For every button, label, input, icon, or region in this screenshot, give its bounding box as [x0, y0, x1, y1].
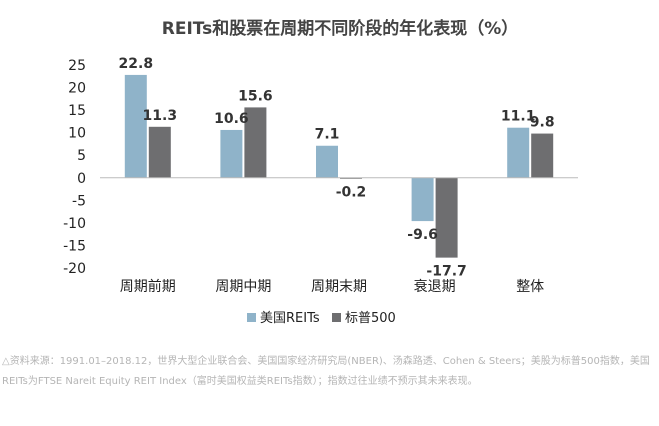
data-label: 7.1 — [315, 127, 340, 143]
y-tick-label: -15 — [63, 238, 86, 254]
y-tick-label: -10 — [63, 216, 86, 232]
bar-reits — [220, 129, 243, 178]
legend: 美国REITs 标普500 — [247, 311, 396, 326]
data-label: 22.8 — [119, 56, 154, 72]
data-label: -9.6 — [407, 227, 438, 243]
y-tick-label: 5 — [77, 148, 86, 164]
bar-reits — [411, 177, 434, 222]
category-labels: 周期前期 周期中期 周期末期 衰退期 整体 — [120, 278, 544, 295]
data-label: -0.2 — [336, 185, 367, 201]
y-tick-label: 10 — [68, 126, 86, 142]
bar-reits — [507, 127, 530, 178]
bars — [124, 74, 554, 258]
category-label: 整体 — [516, 279, 544, 295]
legend-swatch — [247, 313, 256, 322]
bar-sp500 — [435, 177, 458, 258]
y-tick-label: -5 — [72, 193, 86, 209]
y-tick-label: 15 — [68, 103, 86, 119]
legend-label: 美国REITs — [260, 311, 320, 326]
data-label: 11.3 — [143, 108, 178, 124]
y-tick-label: 25 — [68, 58, 86, 74]
bar-sp500 — [531, 133, 554, 178]
chart-title: REITs和股票在周期不同阶段的年化表现（%） — [162, 18, 519, 39]
data-label: -17.7 — [426, 264, 466, 280]
category-label: 周期末期 — [311, 279, 367, 295]
bar-sp500 — [244, 107, 267, 178]
data-label: 15.6 — [238, 88, 273, 104]
category-label: 衰退期 — [414, 278, 456, 295]
chart: REITs和股票在周期不同阶段的年化表现（%） 25 20 15 10 5 0 -5 -10 -… — [63, 18, 578, 326]
y-axis-ticks: 25 20 15 10 5 0 -5 -10 -15 -20 — [63, 58, 86, 277]
bar-sp500 — [148, 126, 171, 178]
legend-swatch — [332, 313, 341, 322]
y-tick-label: 0 — [77, 171, 86, 187]
bar-reits — [124, 74, 147, 178]
bar-reits — [316, 145, 338, 178]
category-label: 周期中期 — [215, 279, 271, 295]
data-label: 11.1 — [501, 109, 536, 125]
category-label: 周期前期 — [120, 278, 176, 295]
data-label: 10.6 — [214, 111, 249, 127]
y-tick-label: 20 — [68, 81, 86, 97]
legend-label: 标普500 — [345, 311, 396, 326]
source-note: △资料来源：1991.01–2018.12，世界大型企业联合会、美国国家经济研究… — [2, 356, 650, 387]
data-labels: 22.8 11.3 10.6 15.6 7.1 -0.2 -9.6 -17.7 11.19.8 — [119, 56, 555, 280]
y-tick-label: -20 — [63, 261, 86, 277]
data-label: 9.8 — [530, 115, 555, 131]
